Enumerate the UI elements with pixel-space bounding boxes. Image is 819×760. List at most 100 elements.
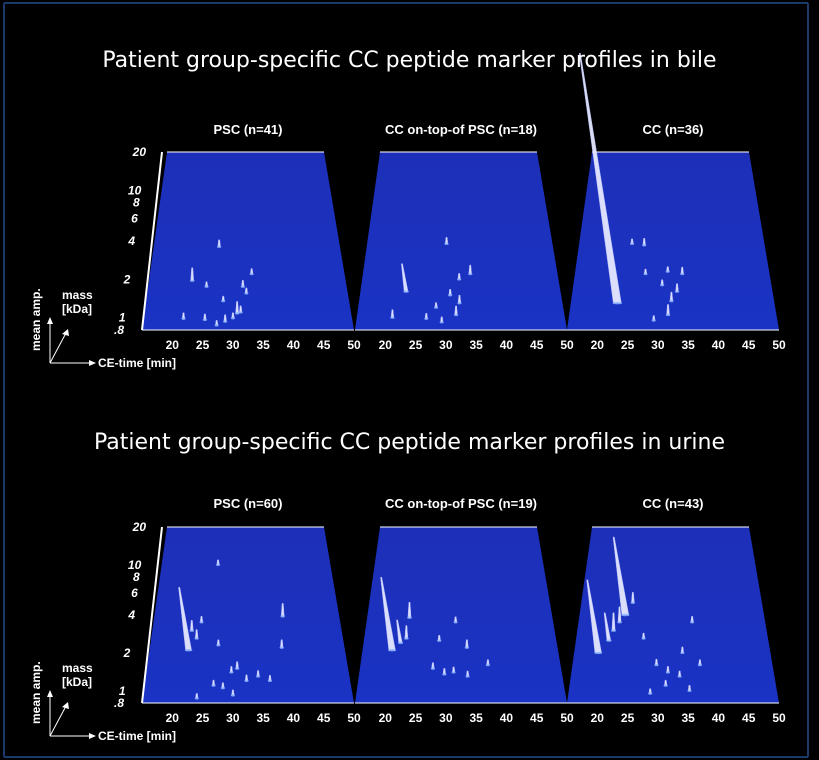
peak-base bbox=[181, 317, 186, 320]
y-tick-label: 8 bbox=[133, 570, 140, 584]
peak-mark bbox=[465, 639, 469, 648]
x-tick-label: 35 bbox=[469, 711, 483, 725]
peak-base bbox=[680, 651, 685, 655]
peak-base bbox=[184, 649, 193, 652]
peak-base bbox=[611, 629, 616, 632]
peak-base bbox=[663, 684, 668, 687]
peak-base bbox=[217, 245, 222, 249]
peak-base bbox=[594, 651, 603, 655]
chart-panel: CC (n=43) 20 25 30 35 40 45 50 bbox=[567, 496, 786, 725]
peak-base bbox=[229, 671, 234, 674]
mass-arrow bbox=[49, 705, 67, 737]
x-tick-label: 45 bbox=[742, 711, 756, 725]
peak-base bbox=[215, 563, 221, 567]
x-tick-label: 30 bbox=[651, 711, 665, 725]
peak-base bbox=[230, 694, 235, 697]
peak-base bbox=[606, 639, 612, 642]
y-tick-label: 1 bbox=[119, 684, 126, 698]
y-tick-label: .8 bbox=[114, 323, 124, 337]
peak-base bbox=[397, 641, 404, 645]
mass-unit-label: [kDa] bbox=[62, 675, 92, 689]
x-tick-label: 25 bbox=[621, 338, 635, 352]
peak-base bbox=[451, 671, 456, 674]
peak-base bbox=[430, 667, 436, 670]
peak-base bbox=[654, 663, 659, 667]
peak-mark bbox=[454, 305, 458, 316]
peak-base bbox=[630, 601, 636, 604]
mean-amp-label: mean amp. bbox=[29, 288, 43, 351]
peak-base bbox=[680, 272, 685, 276]
y-axis-line bbox=[141, 151, 163, 331]
panel-title: PSC (n=60) bbox=[214, 496, 283, 511]
peak-base bbox=[617, 621, 622, 624]
x-tick-label: 35 bbox=[256, 711, 270, 725]
amp-arrow-head bbox=[47, 317, 53, 324]
panel-title: PSC (n=41) bbox=[214, 122, 283, 137]
x-tick-label: 20 bbox=[591, 711, 605, 725]
bile-section-title: Patient group-specific CC peptide marker… bbox=[102, 48, 717, 73]
chart-panel: CC (n=36) 20 25 30 35 40 45 50 bbox=[567, 52, 786, 352]
x-tick-label: 30 bbox=[439, 338, 453, 352]
peak-base bbox=[621, 613, 630, 617]
x-tick-label: 40 bbox=[287, 338, 301, 352]
peak-base bbox=[444, 242, 449, 246]
mass-unit-label: [kDa] bbox=[62, 302, 92, 316]
peak-base bbox=[199, 621, 204, 624]
peak-base bbox=[457, 278, 462, 281]
peak-mark bbox=[195, 629, 199, 639]
plot-plane bbox=[355, 527, 567, 703]
mean-amp-label: mean amp. bbox=[29, 661, 43, 724]
peak-base bbox=[437, 639, 442, 642]
x-tick-label: 50 bbox=[560, 711, 574, 725]
x-tick-label: 50 bbox=[347, 711, 361, 725]
peak-base bbox=[220, 686, 225, 690]
panel-title: CC (n=36) bbox=[642, 122, 703, 137]
x-tick-label: 20 bbox=[166, 338, 180, 352]
mass-arrow bbox=[49, 332, 67, 364]
peak-base bbox=[221, 299, 226, 303]
panel-title: CC on-top-of PSC (n=18) bbox=[385, 122, 537, 137]
y-tick-label: 10 bbox=[128, 558, 142, 572]
x-tick-label: 35 bbox=[681, 711, 695, 725]
x-tick-label: 45 bbox=[530, 711, 544, 725]
mass-arrow-head bbox=[62, 329, 69, 336]
peak-base bbox=[669, 299, 674, 303]
peak-base bbox=[280, 615, 285, 618]
peak-base bbox=[457, 301, 462, 305]
peak-base bbox=[439, 321, 444, 324]
peak-base bbox=[388, 649, 397, 652]
peak-mark bbox=[390, 309, 395, 318]
peak-mark bbox=[468, 264, 472, 275]
x-tick-label: 20 bbox=[379, 711, 393, 725]
peak-base bbox=[407, 616, 412, 620]
ce-arrow-head bbox=[89, 733, 96, 739]
x-tick-label: 30 bbox=[226, 711, 240, 725]
x-tick-label: 20 bbox=[166, 711, 180, 725]
plot-plane bbox=[567, 152, 779, 330]
x-tick-label: 45 bbox=[742, 338, 756, 352]
peak-base bbox=[612, 301, 623, 305]
x-tick-label: 35 bbox=[681, 338, 695, 352]
peak-base bbox=[630, 242, 635, 246]
y-tick-label: 2 bbox=[123, 272, 131, 286]
peak-base bbox=[240, 285, 245, 288]
peak-base bbox=[677, 675, 682, 678]
peak-base bbox=[448, 294, 453, 297]
peak-base bbox=[465, 675, 470, 678]
peak-base bbox=[244, 679, 249, 683]
x-tick-label: 25 bbox=[409, 338, 423, 352]
ce-time-label: CE-time [min] bbox=[98, 729, 176, 743]
ce-time-label: CE-time [min] bbox=[98, 356, 176, 370]
ce-arrow-head bbox=[89, 360, 96, 366]
plot-plane bbox=[142, 527, 354, 703]
peak-base bbox=[404, 637, 409, 640]
peak-base bbox=[390, 316, 395, 319]
peak-base bbox=[665, 313, 671, 317]
peak-base bbox=[643, 272, 648, 276]
panel-title: CC on-top-of PSC (n=19) bbox=[385, 496, 537, 511]
peak-base bbox=[453, 313, 459, 317]
x-tick-label: 25 bbox=[196, 338, 210, 352]
peak-base bbox=[279, 646, 284, 649]
